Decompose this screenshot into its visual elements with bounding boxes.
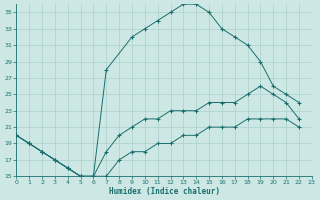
X-axis label: Humidex (Indice chaleur): Humidex (Indice chaleur) xyxy=(108,187,220,196)
